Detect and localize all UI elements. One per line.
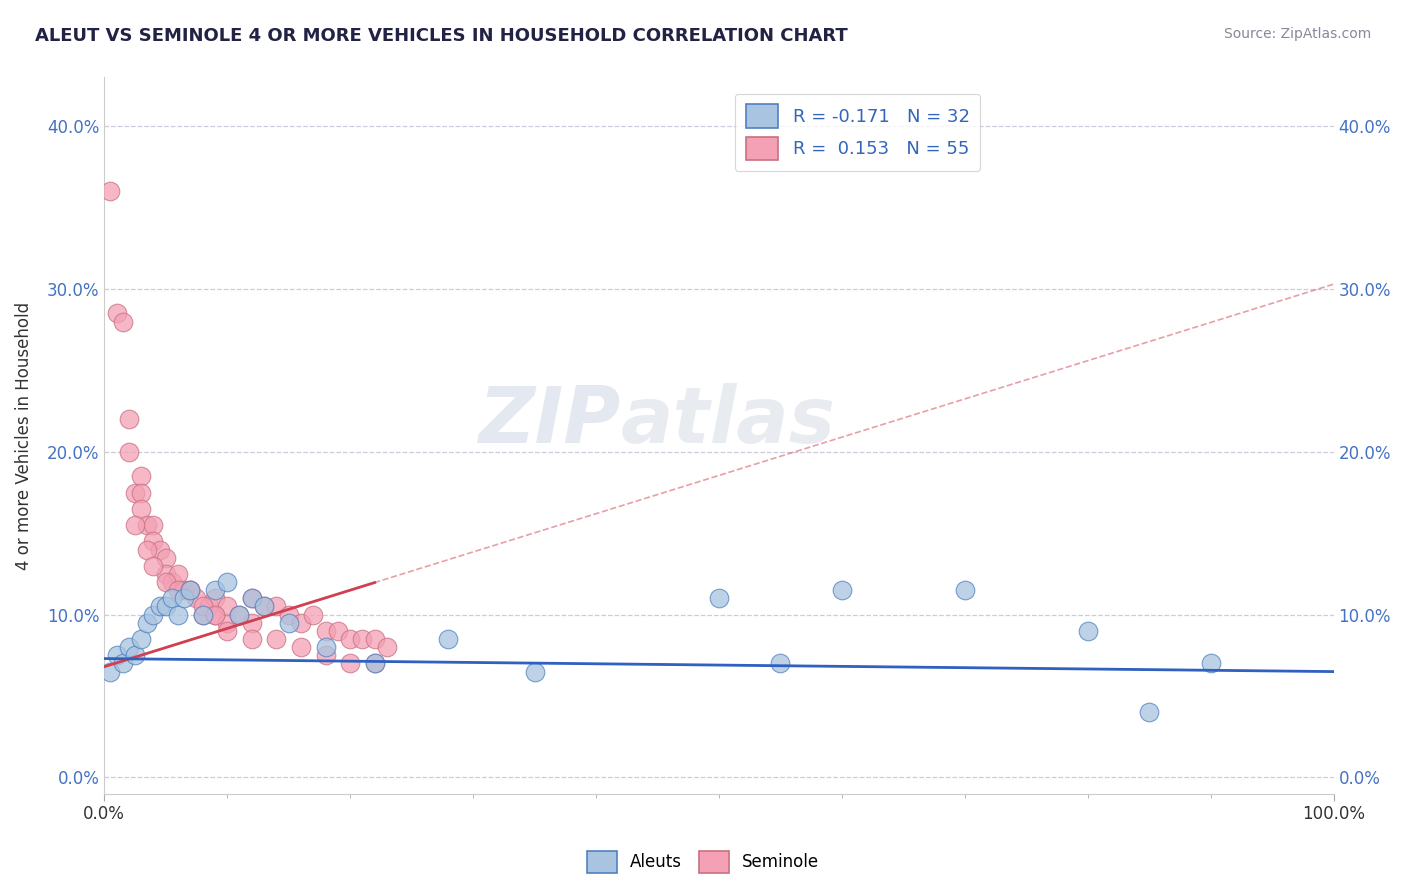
Point [111, 315, 134, 329]
Point [364, 632, 387, 646]
Point [105, 306, 128, 320]
Point [437, 632, 460, 646]
Point [197, 599, 219, 614]
Legend: Aleuts, Seminole: Aleuts, Seminole [581, 845, 825, 880]
Point [217, 624, 239, 638]
Point [364, 657, 387, 671]
Point [204, 591, 226, 606]
Point [179, 583, 201, 598]
Point [253, 599, 276, 614]
Point [160, 591, 183, 606]
Point [204, 607, 226, 622]
Point [228, 607, 250, 622]
Point [352, 632, 374, 646]
Point [364, 657, 387, 671]
Point [315, 624, 337, 638]
Point [277, 607, 299, 622]
Point [769, 657, 792, 671]
Point [266, 632, 288, 646]
Point [707, 591, 730, 606]
Point [142, 558, 165, 573]
Point [136, 615, 159, 630]
Point [831, 583, 853, 598]
Point [124, 485, 146, 500]
Point [136, 542, 159, 557]
Point [290, 615, 312, 630]
Point [129, 485, 152, 500]
Y-axis label: 4 or more Vehicles in Household: 4 or more Vehicles in Household [15, 301, 32, 570]
Point [148, 542, 170, 557]
Point [191, 599, 214, 614]
Point [155, 575, 177, 590]
Point [290, 640, 312, 655]
Point [167, 583, 190, 598]
Point [155, 566, 177, 581]
Point [173, 583, 195, 598]
Point [339, 632, 361, 646]
Point [129, 632, 152, 646]
Point [315, 640, 337, 655]
Point [148, 599, 170, 614]
Point [160, 575, 183, 590]
Point [253, 599, 276, 614]
Point [191, 607, 214, 622]
Point [179, 583, 201, 598]
Point [155, 550, 177, 565]
Point [1077, 624, 1099, 638]
Point [129, 501, 152, 516]
Point [186, 591, 208, 606]
Point [326, 624, 349, 638]
Text: ZIP: ZIP [478, 384, 620, 459]
Point [240, 591, 263, 606]
Point [302, 607, 325, 622]
Point [100, 665, 122, 679]
Point [179, 583, 201, 598]
Point [173, 591, 195, 606]
Point [118, 412, 141, 426]
Point [136, 518, 159, 533]
Point [217, 599, 239, 614]
Point [204, 583, 226, 598]
Point [129, 469, 152, 483]
Point [315, 648, 337, 663]
Legend: R = -0.171   N = 32, R =  0.153   N = 55: R = -0.171 N = 32, R = 0.153 N = 55 [735, 94, 980, 170]
Point [142, 518, 165, 533]
Point [124, 518, 146, 533]
Point [105, 648, 128, 663]
Point [167, 566, 190, 581]
Point [240, 591, 263, 606]
Point [953, 583, 976, 598]
Point [339, 657, 361, 671]
Point [124, 648, 146, 663]
Point [1137, 706, 1160, 720]
Point [240, 615, 263, 630]
Point [375, 640, 398, 655]
Point [217, 615, 239, 630]
Point [204, 607, 226, 622]
Point [142, 607, 165, 622]
Text: ALEUT VS SEMINOLE 4 OR MORE VEHICLES IN HOUSEHOLD CORRELATION CHART: ALEUT VS SEMINOLE 4 OR MORE VEHICLES IN … [35, 27, 848, 45]
Point [100, 185, 122, 199]
Point [523, 665, 546, 679]
Point [277, 615, 299, 630]
Point [266, 599, 288, 614]
Point [118, 640, 141, 655]
Point [228, 607, 250, 622]
Point [1199, 657, 1222, 671]
Point [217, 575, 239, 590]
Text: atlas: atlas [620, 384, 835, 459]
Text: Source: ZipAtlas.com: Source: ZipAtlas.com [1223, 27, 1371, 41]
Point [111, 657, 134, 671]
Point [191, 607, 214, 622]
Point [118, 445, 141, 459]
Point [167, 607, 190, 622]
Point [142, 534, 165, 549]
Point [155, 599, 177, 614]
Point [240, 632, 263, 646]
